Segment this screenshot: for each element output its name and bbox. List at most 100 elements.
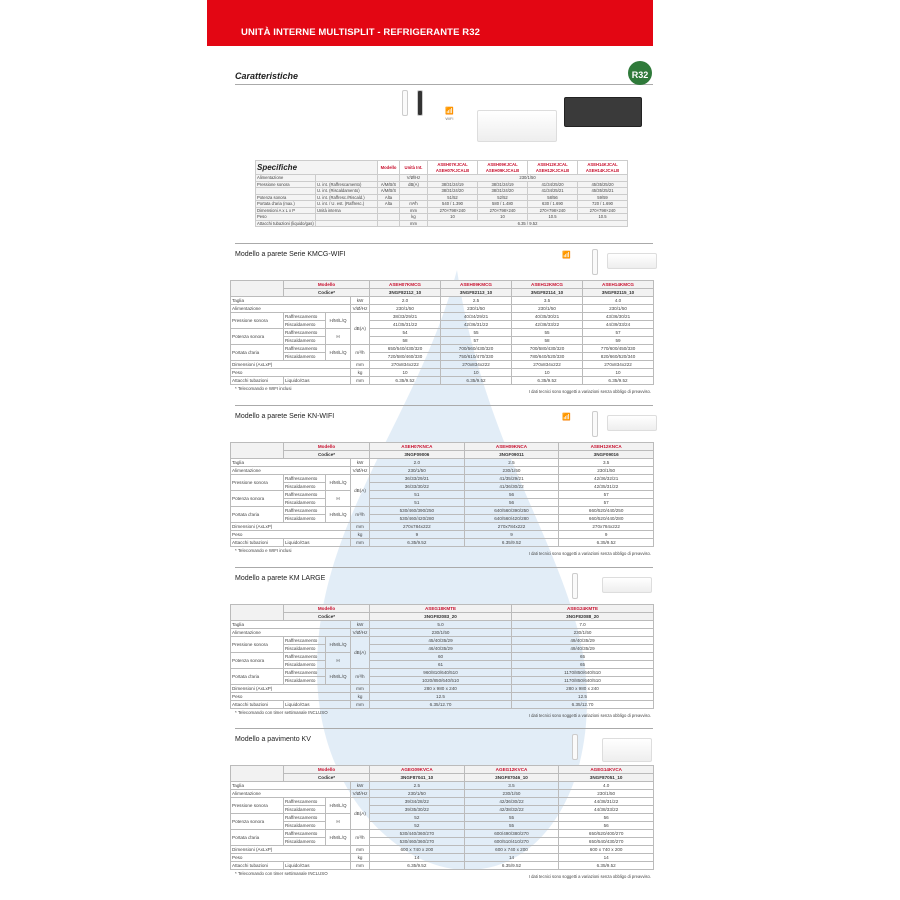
note-left: * Telecomando e WIFI inclusi — [235, 385, 292, 391]
row-label: Dimensioni (AxLxP) — [230, 360, 351, 369]
row-label: Portata d'aria — [230, 668, 284, 685]
att-value: 6.35/9.52 — [369, 861, 465, 870]
table-row: Attacchi tubazioni Liquido/Gas mm 6.35/12.7… — [230, 700, 655, 709]
port_risc-value: 1020/850/640/510 — [369, 676, 513, 685]
peso-value: 10 — [440, 368, 513, 377]
mode-risc: Riscaldamento — [283, 514, 326, 523]
model-code: 3NGF09006 — [369, 450, 465, 459]
pot_risc-value: 56 — [558, 821, 654, 830]
row-unit: mm — [349, 684, 371, 693]
code-row: Codice* 3NGF09006 3NGF09011 3NGF09016 — [231, 450, 654, 459]
row-unit: kg — [349, 853, 371, 862]
mode-raff: Raffrescamento — [283, 652, 326, 661]
mode-risc: Riscaldamento — [283, 320, 326, 329]
row-unit: kg — [349, 368, 371, 377]
alim-value: 230/1/50 — [463, 466, 560, 475]
mode-risc: Riscaldamento — [283, 660, 326, 669]
taglia-value: 4.0 — [558, 781, 654, 790]
spec-row: Dimensioni A x L x P Unità interna mm 270×7… — [255, 206, 629, 214]
alim-value: 230/1/50 — [369, 789, 465, 798]
port_raff-value: 770/600/450/330 — [582, 344, 655, 353]
pot_raff-value: 65 — [511, 652, 655, 661]
indoor-unit-image — [607, 415, 657, 431]
catalog-page: UNITÀ INTERNE MULTISPLIT - REFRIGERANTE … — [207, 0, 657, 900]
row-unit: V/Ø/Hz — [349, 628, 371, 637]
dim-value: 270x784x222 — [558, 522, 654, 531]
table-row: Dimensioni (AxLxP) mm 600 x 740 x 200 600 x… — [230, 845, 654, 854]
row-unit: mm — [349, 845, 371, 854]
table-row: Taglia kW 2.0 2.5 3.5 4.0 — [230, 296, 655, 305]
table-row: Portata d'aria Raffrescamento H/M/L/Q m³/h 9… — [230, 668, 655, 685]
model-line: ASEH12KJCALB — [535, 167, 570, 173]
mode-raff: Raffrescamento — [283, 312, 326, 321]
section-title: Modello a parete Serie KMCG-WIFI — [235, 251, 346, 258]
table-row: Portata d'aria Raffrescamento H/M/L/Q m³/h 5… — [230, 506, 654, 523]
row-label: Alimentazione — [230, 628, 351, 637]
table-row: Peso kg 14 14 14 — [230, 853, 654, 862]
model-name: ASEG18KMTE — [369, 604, 513, 613]
alim-value: 230/1/50 — [369, 466, 465, 475]
dim-value: 270x834x222 — [369, 360, 442, 369]
section-divider — [235, 243, 653, 244]
row-label: Taglia — [230, 296, 351, 305]
mode-raff: Raffrescamento — [283, 797, 326, 806]
pot_raff-value: 57 — [582, 328, 655, 337]
press_raff-value: 45/40/35/29 — [369, 636, 513, 645]
pot_raff-value: 55 — [511, 328, 584, 337]
press_risc-value: 41/36/30/22 — [463, 482, 560, 491]
model-line: ASEH14KJCAL — [587, 162, 618, 167]
table-row: Portata d'aria Raffrescamento H/M/L/Q m³/h 5… — [230, 829, 654, 846]
port_raff-value: 640/560/390/250 — [463, 506, 560, 515]
disclaimer: I dati tecnici sono soggetti a variazion… — [528, 873, 651, 879]
press_raff-value: 36/33/29/21 — [369, 474, 465, 483]
press_risc-value: 42/38/33/22 — [511, 320, 584, 329]
model-line: ASEH12KJCAL — [537, 162, 568, 167]
spec-table-2: Modello ASEH07KNCA ASEH09KNCA ASEH12KNCA Cod… — [230, 442, 654, 547]
port_risc-value: 780/640/520/330 — [511, 352, 584, 361]
table-row: Attacchi tubazioni Liquido/Gas mm 6.35/9.52… — [230, 861, 654, 870]
mode-risc: Riscaldamento — [283, 676, 326, 685]
press_risc-value: 42/36/31/22 — [440, 320, 513, 329]
row-label: Peso — [230, 530, 351, 539]
row-mode: H/M/L/Q — [325, 506, 351, 523]
note-left: * Telecomando con timer settimanale INCL… — [235, 709, 328, 715]
row-sublabel: Liquido/Gas — [283, 700, 351, 709]
modello-label: Modello — [282, 280, 371, 289]
table-row: Riscaldamento 720/580/460/330 750/610/470/… — [231, 352, 655, 361]
specifiche-table: Specifiche Modello Unità Int. ASEH07KJCAL AS… — [254, 160, 629, 227]
row-label: Portata d'aria — [230, 344, 284, 361]
port_risc-value: 600/510/410/270 — [463, 837, 560, 846]
taglia-value: 2.5 — [440, 296, 513, 305]
row-label: Attacchi tubazioni — [230, 376, 284, 385]
model-code: 3NGF82088_20 — [511, 612, 655, 621]
model-code: 3NGF87051_10 — [558, 773, 654, 782]
row-label: Dimensioni (AxLxP) — [230, 684, 351, 693]
pot_risc-value: 55 — [463, 821, 560, 830]
remote-image — [572, 573, 578, 599]
press_risc-value: 36/33/30/22 — [369, 482, 465, 491]
port_raff-value: 660/520/440/250 — [558, 506, 654, 515]
peso-value: 10 — [369, 368, 442, 377]
spec-header-row: Specifiche Modello Unità Int. ASEH07KJCAL AS… — [254, 160, 629, 175]
table-row: Potenza sonora Raffrescamento H 54 55 55 57 — [230, 328, 655, 345]
row-label: Attacchi tubazioni — [230, 700, 284, 709]
model-name: ASEH14KMCG — [582, 280, 655, 289]
att-value: 6.35/12.70 — [511, 700, 655, 709]
att-value: 6.35/9.52 — [369, 376, 442, 385]
wifi-icon: 📶 — [562, 252, 571, 259]
spec-row-label: Attacchi tubazioni (liquido/gas) — [255, 219, 316, 227]
alim-value: 230/1/50 — [511, 628, 655, 637]
att-value: 6.35/9.52 — [558, 861, 654, 870]
indoor-unit-white-image — [477, 110, 557, 142]
row-sublabel: Liquido/Gas — [283, 538, 351, 547]
dim-value: 600 x 740 x 200 — [463, 845, 560, 854]
table-row: Riscaldamento 36/33/30/22 41/36/30/22 42/35… — [231, 482, 654, 491]
model-line: ASEH09KJCALB — [485, 167, 520, 173]
port_raff-value: 700/560/430/320 — [440, 344, 513, 353]
spec-merged-value: 6.35 / 9.52 — [427, 219, 629, 227]
row-mode: H/M/L/Q — [325, 829, 351, 846]
taglia-value: 4.0 — [582, 296, 655, 305]
peso-value: 12.5 — [511, 692, 655, 701]
model-row: Modello AGEG09KVCA AGEG12KVCA AGEG14KVCA — [230, 765, 654, 782]
table-row: Dimensioni (AxLxP) mm 270x784x222 270x784x2… — [230, 522, 654, 531]
